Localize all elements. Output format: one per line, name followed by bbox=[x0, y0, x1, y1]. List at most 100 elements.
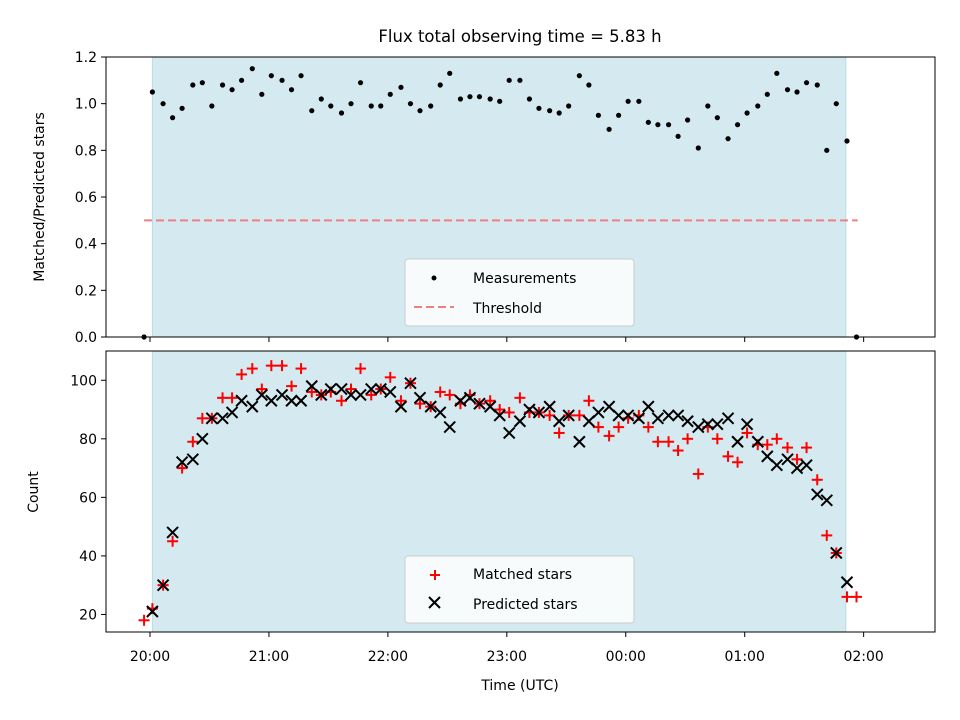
y-tick-label: 0.0 bbox=[75, 330, 97, 346]
y-tick-label: 40 bbox=[79, 549, 97, 565]
predicted-star-point bbox=[751, 435, 764, 448]
measurement-point bbox=[407, 101, 414, 107]
legend-measurements-label: Measurements bbox=[473, 271, 576, 287]
measurement-point bbox=[665, 122, 672, 128]
matched-star-point bbox=[306, 386, 318, 398]
predicted-star-point bbox=[394, 400, 408, 413]
measurement-point bbox=[547, 108, 553, 114]
matched-star-point bbox=[613, 421, 625, 433]
measurement-point bbox=[725, 136, 731, 142]
measurement-point bbox=[705, 103, 711, 109]
matched-star-point bbox=[494, 404, 506, 416]
measurement-point bbox=[149, 89, 155, 95]
matched-stars-series bbox=[138, 360, 863, 626]
measurement-point bbox=[655, 122, 661, 128]
predicted-star-point bbox=[502, 426, 516, 440]
measurement-point bbox=[348, 101, 354, 107]
measurement-point bbox=[309, 108, 315, 114]
measurement-point bbox=[387, 91, 393, 97]
matched-star-point bbox=[236, 368, 248, 380]
x-tick-label: 00:00 bbox=[606, 649, 646, 665]
predicted-star-point bbox=[294, 394, 308, 407]
matched-star-point bbox=[295, 363, 307, 375]
bottom-panel: 20 40 60 80 100 20:00 21:00 22:00 23:00 00:00 01:… bbox=[26, 350, 936, 694]
y-tick-label: 0.8 bbox=[75, 143, 97, 159]
matched-star-point bbox=[791, 453, 803, 465]
x-tick-label: 01:00 bbox=[725, 649, 765, 665]
matched-star-point bbox=[722, 450, 734, 462]
predicted-star-point bbox=[175, 456, 189, 469]
predicted-star-point bbox=[671, 409, 685, 422]
predicted-star-point bbox=[156, 578, 170, 592]
predicted-star-point bbox=[513, 415, 527, 428]
measurement-point bbox=[784, 87, 791, 93]
x-tick-label: 21:00 bbox=[249, 649, 289, 665]
measurement-point bbox=[298, 73, 304, 79]
measurement-point bbox=[526, 96, 533, 102]
matched-star-point bbox=[176, 462, 188, 474]
legend-threshold-label: Threshold bbox=[472, 301, 542, 317]
measurement-point bbox=[398, 84, 404, 90]
predicted-star-point bbox=[523, 403, 536, 416]
matched-star-point bbox=[246, 363, 258, 375]
matched-star-point bbox=[544, 409, 556, 421]
top-y-axis-label: Matched/Predicted stars bbox=[32, 112, 48, 282]
matched-star-point bbox=[414, 398, 426, 410]
top-y-axis: 0.0 0.2 0.4 0.6 0.8 1.0 1.2 bbox=[75, 50, 106, 346]
measurement-point bbox=[268, 73, 274, 79]
matched-star-point bbox=[642, 421, 654, 433]
measurement-point bbox=[447, 70, 453, 76]
matched-star-point bbox=[514, 392, 526, 404]
predicted-star-point bbox=[344, 388, 358, 402]
measurement-point bbox=[606, 126, 612, 132]
matched-star-point bbox=[276, 360, 288, 372]
x-axis-label: Time (UTC) bbox=[480, 678, 558, 694]
matched-star-point bbox=[801, 442, 813, 454]
predicted-star-point bbox=[454, 394, 467, 407]
predicted-star-point bbox=[463, 391, 477, 405]
measurement-point bbox=[190, 82, 196, 88]
predicted-star-point bbox=[811, 488, 824, 501]
measurement-point bbox=[368, 103, 374, 109]
measurement-point bbox=[744, 110, 750, 116]
matched-star-point bbox=[741, 427, 753, 439]
matched-star-point bbox=[444, 389, 456, 401]
matched-star-point bbox=[217, 392, 229, 404]
measurement-point bbox=[814, 82, 820, 88]
legend-predicted-label: Predicted stars bbox=[473, 597, 578, 613]
measurement-point bbox=[199, 80, 205, 86]
legend-matched-label: Matched stars bbox=[473, 567, 572, 583]
matched-star-point bbox=[187, 436, 199, 448]
x-tick-label: 02:00 bbox=[843, 649, 883, 665]
measurement-point bbox=[467, 94, 473, 100]
matched-star-point bbox=[761, 439, 773, 451]
predicted-star-point bbox=[404, 376, 417, 390]
matched-star-point bbox=[196, 412, 208, 424]
measurement-point bbox=[259, 91, 265, 97]
legend-measurements-marker bbox=[431, 275, 437, 281]
predicted-star-point bbox=[324, 382, 338, 396]
predicted-star-point bbox=[186, 453, 200, 466]
measurement-point bbox=[457, 96, 464, 102]
predicted-star-point bbox=[315, 388, 328, 402]
matched-star-point bbox=[256, 383, 268, 395]
y-tick-label: 1.0 bbox=[75, 97, 97, 113]
predicted-star-point bbox=[196, 432, 209, 446]
predicted-star-point bbox=[275, 388, 289, 402]
measurement-point bbox=[357, 80, 364, 86]
predicted-star-point bbox=[840, 576, 854, 589]
predicted-star-point bbox=[731, 435, 744, 448]
predicted-star-point bbox=[354, 388, 367, 402]
measurement-point bbox=[517, 77, 523, 83]
predicted-star-point bbox=[443, 420, 456, 434]
bottom-x-axis: 20:00 21:00 22:00 23:00 00:00 01:00 02:00 bbox=[130, 632, 884, 665]
predicted-star-point bbox=[216, 412, 229, 425]
predicted-star-point bbox=[166, 526, 179, 539]
predicted-star-point bbox=[642, 400, 655, 413]
measurement-point bbox=[844, 138, 850, 144]
measurement-point bbox=[219, 82, 226, 88]
measurement-point bbox=[179, 105, 185, 111]
predicted-star-point bbox=[205, 412, 219, 425]
matched-star-point bbox=[682, 433, 694, 445]
matched-star-point bbox=[821, 529, 833, 541]
